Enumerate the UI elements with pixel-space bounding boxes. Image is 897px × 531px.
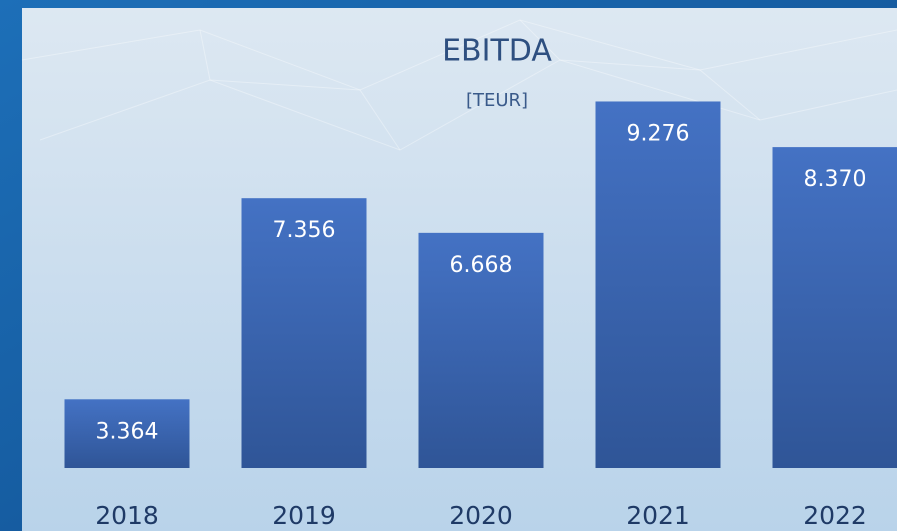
bar <box>241 198 367 468</box>
x-tick-label: 2020 <box>449 501 513 530</box>
chart-subtitle: [TEUR] <box>466 90 528 111</box>
data-label: 8.370 <box>804 167 867 192</box>
x-tick-label: 2019 <box>272 501 336 530</box>
x-tick-label: 2021 <box>626 501 690 530</box>
x-tick-label: 2018 <box>95 501 159 530</box>
bar <box>595 101 721 468</box>
network-decoration <box>21 19 897 151</box>
data-label: 7.356 <box>273 218 336 243</box>
data-label: 3.364 <box>96 419 159 444</box>
chart-title: EBITDA <box>442 34 552 69</box>
bar <box>418 232 544 468</box>
data-label: 6.668 <box>450 253 513 278</box>
x-tick-label: 2022 <box>803 501 867 530</box>
data-label: 9.276 <box>627 121 690 146</box>
bar <box>772 147 897 468</box>
bar <box>64 399 190 468</box>
